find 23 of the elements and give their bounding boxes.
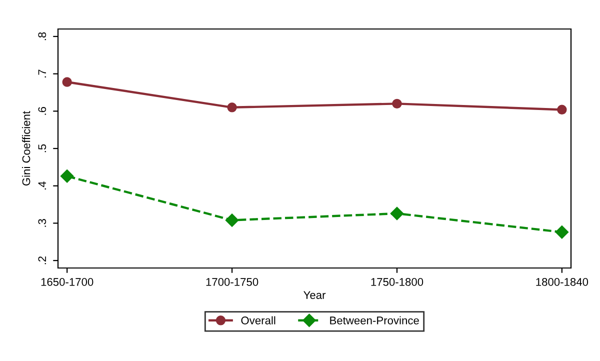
y-tick-label: .7 [38,70,46,78]
x-tick-label: 1750-1800 [371,278,424,286]
y-tick-label: .6 [38,107,46,115]
y-tick-label: .5 [38,144,46,152]
point [225,214,239,227]
point [227,102,237,112]
x-tick-label: 1700-1750 [206,278,258,286]
point [390,206,404,220]
point [62,77,72,87]
point [60,170,74,183]
legend-label: Overall [241,316,276,324]
x-axis-title: Year [304,291,326,300]
y-tick-label: .2 [38,256,46,264]
y-tick-label: .3 [38,219,46,227]
y-tick-label: .4 [38,182,46,190]
legend-label: Between-Province [330,316,419,324]
x-tick-label: 1800-1840 [536,278,588,286]
y-axis-title: Gini Coefficient [22,111,30,186]
x-tick-label: 1650-1700 [41,278,94,286]
point [557,104,567,115]
point [392,98,402,109]
y-tick-label: .8 [38,32,46,40]
point [555,226,569,239]
